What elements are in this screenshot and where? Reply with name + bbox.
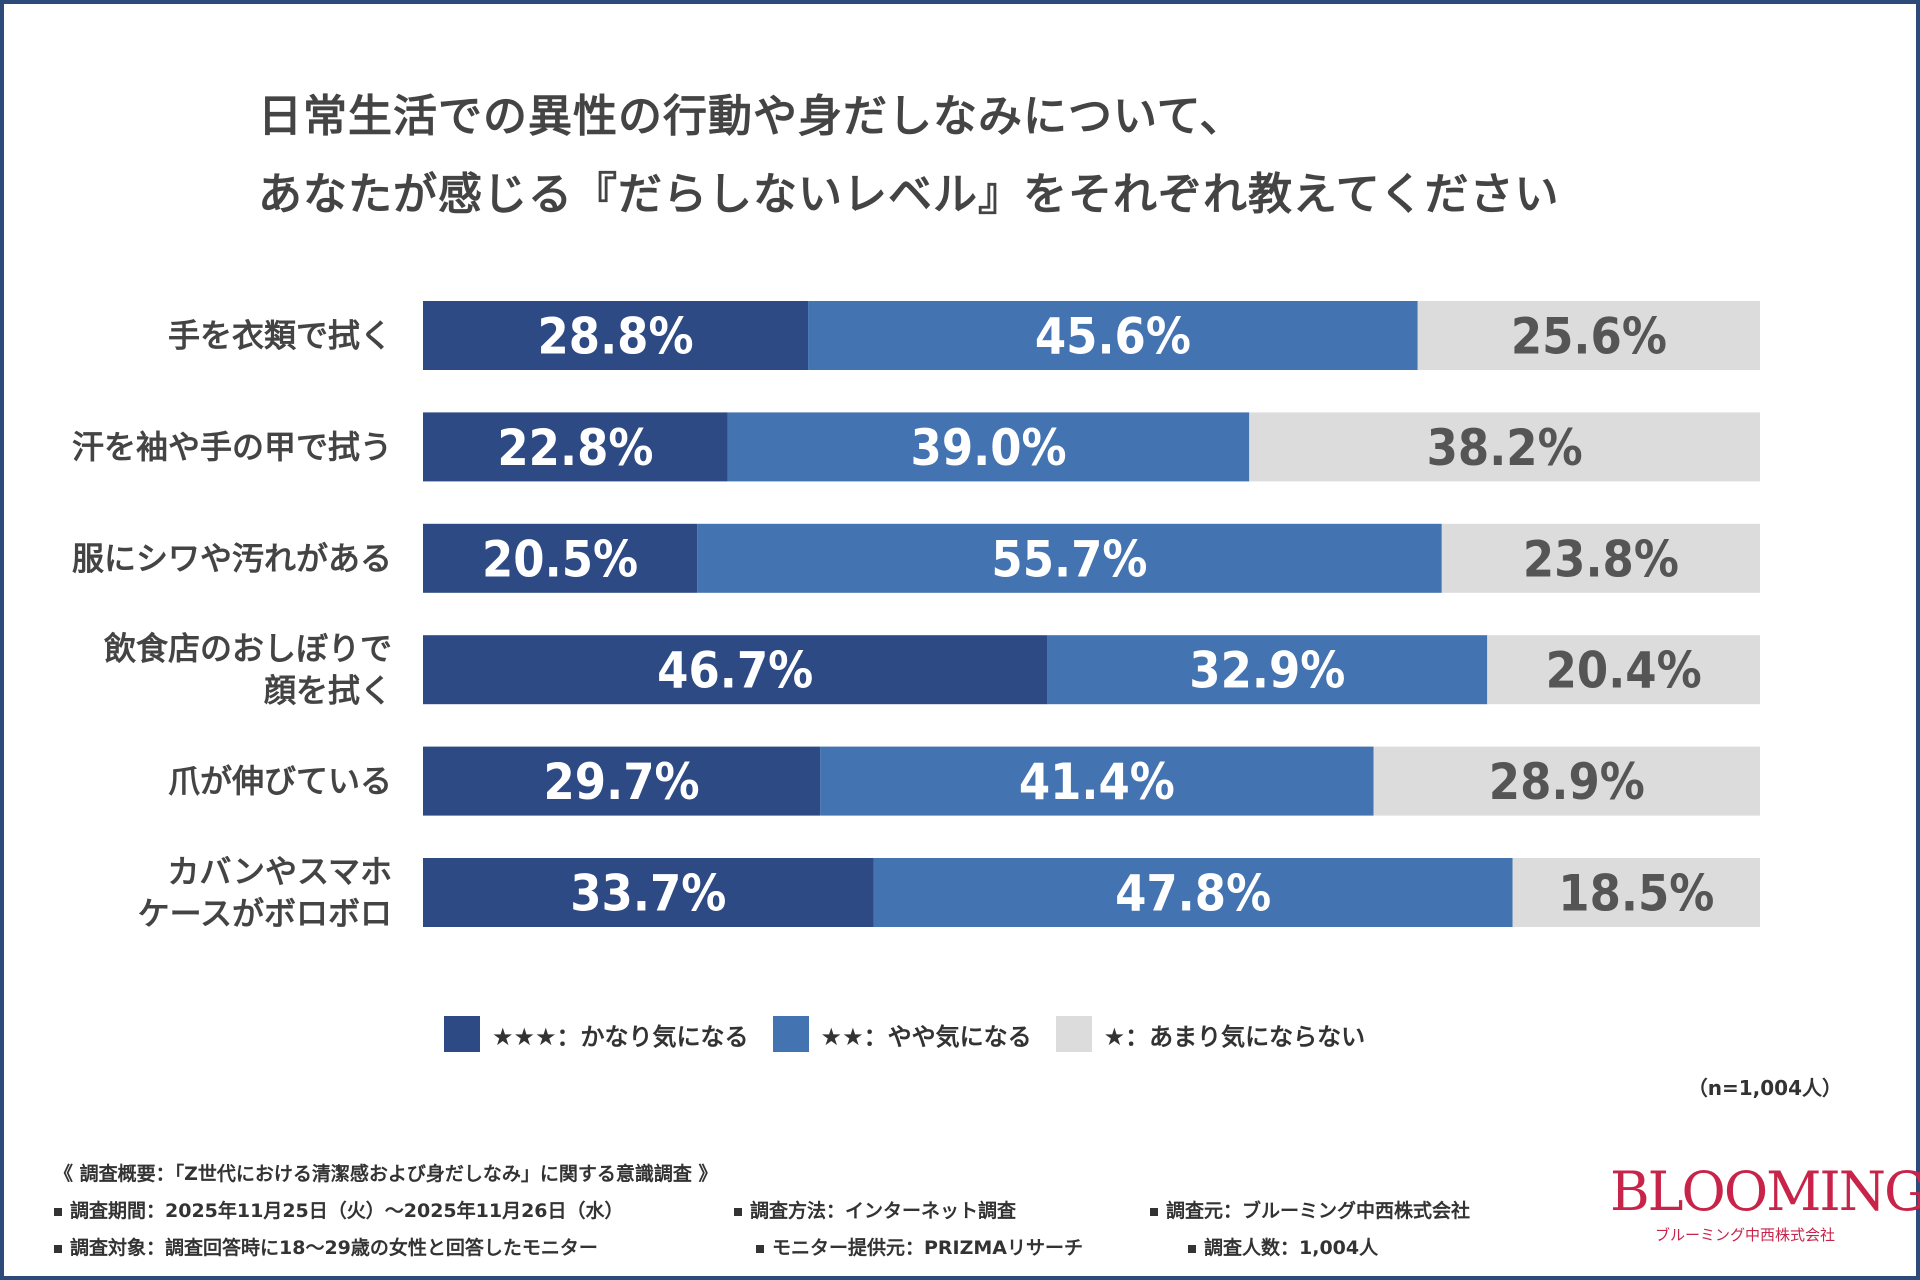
- title-line-2: あなたが感じる『だらしないレベル』をそれぞれ教えてください: [258, 169, 1560, 220]
- bar-segment-2: [727, 412, 1250, 482]
- data-label: 38.2%: [1427, 419, 1583, 477]
- category-label-line: ケースがボロボロ: [138, 895, 392, 933]
- data-label: 39.0%: [911, 419, 1067, 477]
- category-label-line: 爪が伸びている: [168, 762, 392, 800]
- bar-segment-3: [1487, 635, 1760, 705]
- data-label: 28.9%: [1489, 753, 1645, 811]
- data-label: 55.7%: [991, 530, 1147, 588]
- bar-segment-2: [820, 746, 1374, 816]
- bullet-icon: [1188, 1244, 1196, 1253]
- bar-segment-1: [423, 301, 809, 370]
- bar-segment-3: [1512, 858, 1760, 927]
- survey-provider: モニター提供元：PRIZMAリサーチ: [772, 1237, 1084, 1259]
- legend-label-1: ★★★：かなり気になる: [492, 1022, 749, 1051]
- data-label: 20.5%: [482, 530, 638, 588]
- legend-swatch-3: [1055, 1016, 1092, 1052]
- bullet-icon: [734, 1207, 742, 1216]
- data-label: 23.8%: [1523, 530, 1679, 588]
- category-label: カバンやスマホケースがボロボロ: [138, 853, 392, 933]
- blooming-logo: BLOOMING ブルーミング中西株式会社: [1610, 1160, 1920, 1245]
- bar-segment-1: [423, 523, 698, 593]
- data-label: 20.4%: [1546, 642, 1702, 700]
- data-label: 18.5%: [1558, 865, 1714, 923]
- legend-item-2: ★★：やや気になる: [772, 1016, 1032, 1052]
- data-label: 45.6%: [1035, 308, 1191, 366]
- data-label: 46.7%: [657, 642, 813, 700]
- data-label: 32.9%: [1189, 642, 1345, 700]
- category-label-line: 汗を袖や手の甲で拭う: [72, 428, 392, 466]
- sample-size: （n=1,004人）: [1687, 1076, 1842, 1100]
- category-label: 服にシワや汚れがある: [72, 539, 392, 577]
- category-label: 爪が伸びている: [168, 762, 392, 800]
- category-label-line: カバンやスマホ: [167, 853, 392, 891]
- bullet-icon: [1150, 1207, 1158, 1216]
- bar-segment-3: [1249, 412, 1760, 482]
- category-label-line: 手を衣類で拭く: [168, 317, 392, 355]
- category-label-line: 顔を拭く: [264, 672, 392, 710]
- survey-source: 調査元：ブルーミング中西株式会社: [1166, 1200, 1471, 1222]
- legend-item-3: ★：あまり気にならない: [1055, 1016, 1366, 1052]
- legend-swatch-1: [444, 1016, 480, 1052]
- logo-main-text: BLOOMING: [1610, 1160, 1920, 1223]
- legend: ★★★：かなり気になる ★★：やや気になる ★：あまり気にならない: [444, 1016, 1365, 1052]
- bar-segment-1: [423, 412, 728, 482]
- data-label: 33.7%: [570, 865, 726, 923]
- bar-segment-2: [808, 301, 1418, 370]
- category-label-line: 服にシワや汚れがある: [72, 539, 392, 577]
- category-label-line: 飲食店のおしぼりで: [104, 630, 392, 668]
- data-label: 28.8%: [537, 308, 693, 366]
- data-label: 47.8%: [1115, 865, 1271, 923]
- survey-heading: 《 調査概要：「Z世代における清潔感および身だしなみ」に関する意識調査 》: [54, 1163, 718, 1185]
- survey-count: 調査人数：1,004人: [1204, 1237, 1379, 1259]
- bar-segment-3: [1373, 746, 1760, 816]
- chart-title: 日常生活での異性の行動や身だしなみについて、 あなたが感じる『だらしないレベル』…: [258, 78, 1758, 234]
- survey-target: 調査対象：調査回答時に18～29歳の女性と回答したモニター: [70, 1237, 598, 1259]
- bar-segment-1: [423, 746, 821, 816]
- category-label: 手を衣類で拭く: [168, 317, 392, 355]
- survey-row-1: 調査期間：2025年11月25日（火）～2025年11月26日（水） 調査方法：…: [54, 1193, 1554, 1230]
- survey-period: 調査期間：2025年11月25日（火）～2025年11月26日（水）: [70, 1200, 624, 1222]
- legend-swatch-2: [772, 1016, 809, 1052]
- data-label: 29.7%: [544, 753, 700, 811]
- bar-segment-2: [697, 523, 1442, 593]
- legend-label-2: ★★：やや気になる: [820, 1022, 1032, 1051]
- legend-label-3: ★：あまり気にならない: [1103, 1022, 1366, 1051]
- bar-segment-1: [423, 635, 1048, 705]
- survey-row-2: 調査対象：調査回答時に18～29歳の女性と回答したモニター モニター提供元：PR…: [54, 1230, 1554, 1267]
- logo-sub-text: ブルーミング中西株式会社: [1654, 1226, 1835, 1244]
- bullet-icon: [756, 1244, 764, 1253]
- bar-segment-2: [873, 858, 1513, 927]
- bar-segment-3: [1417, 301, 1760, 370]
- category-label: 汗を袖や手の甲で拭う: [72, 428, 392, 466]
- bullet-icon: [54, 1207, 62, 1216]
- bar-segment-2: [1047, 635, 1488, 705]
- data-label: 22.8%: [497, 419, 653, 477]
- data-label: 25.6%: [1511, 308, 1667, 366]
- bar-segment-1: [423, 858, 874, 927]
- legend-item-1: ★★★：かなり気になる: [444, 1016, 749, 1052]
- bar-segment-3: [1441, 523, 1760, 593]
- survey-method: 調査方法：インターネット調査: [750, 1200, 1017, 1222]
- title-line-1: 日常生活での異性の行動や身だしなみについて、: [258, 91, 1245, 142]
- category-label: 飲食店のおしぼりで顔を拭く: [104, 630, 392, 710]
- survey-overview: 《 調査概要：「Z世代における清潔感および身だしなみ」に関する意識調査 》 調査…: [54, 1156, 1554, 1267]
- data-label: 41.4%: [1019, 753, 1175, 811]
- bullet-icon: [54, 1244, 62, 1253]
